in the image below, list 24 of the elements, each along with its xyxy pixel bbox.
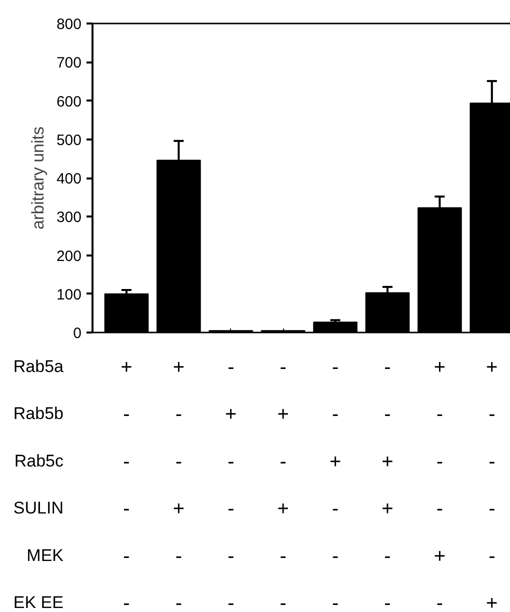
category-label: + - - - + - [434, 356, 446, 612]
y-tick-label: 600 [56, 93, 82, 110]
text: EK EE [13, 593, 64, 612]
text: Rab5c [14, 451, 64, 470]
category-label: + - - + - - [172, 356, 185, 612]
text: MEK [26, 546, 64, 565]
category-label: + - - - - + [486, 356, 498, 612]
y-tick-label: 800 [56, 16, 82, 33]
y-tick-label: 700 [56, 54, 82, 72]
text: Rab5a [13, 357, 64, 376]
category-label: - - + - - - [329, 356, 342, 612]
y-axis-title: arbitrary units [28, 126, 48, 230]
text: Rab5b [13, 404, 64, 424]
y-tick-label: 400 [56, 170, 82, 188]
y-tick-label: 500 [56, 132, 82, 149]
y-tick-label: 200 [56, 248, 82, 265]
category-label: - + - + - - [277, 356, 289, 612]
y-tick-label: 0 [73, 325, 82, 342]
category-label: + - - - - - [120, 356, 132, 612]
text: SULIN [13, 498, 64, 518]
y-tick-label: 300 [56, 209, 82, 226]
category-label: - - + + - - [382, 356, 394, 612]
category-label: - + - - - - [225, 356, 237, 612]
y-tick-label: 100 [56, 286, 82, 304]
